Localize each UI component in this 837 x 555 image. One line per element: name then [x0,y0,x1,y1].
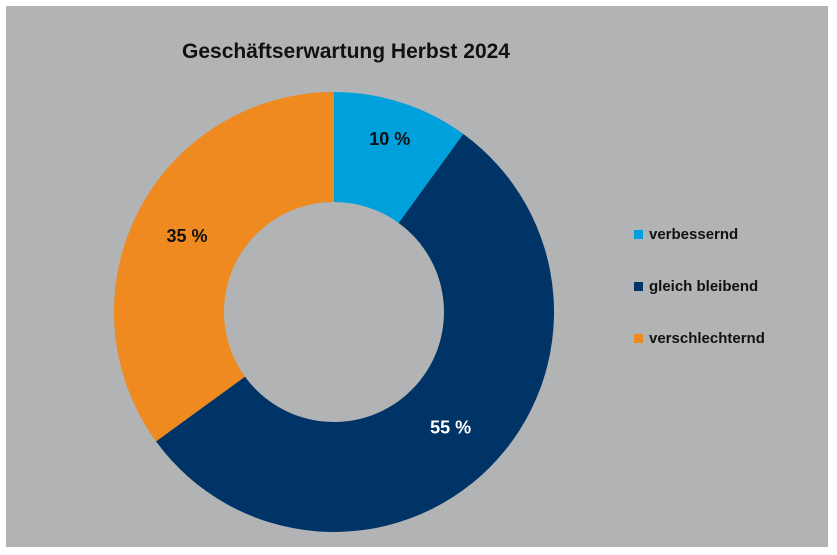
slice-gleich-bleibend [156,134,555,533]
donut-chart: 10 % 55 % 35 % [114,92,555,533]
legend-swatch [634,281,643,291]
slice-verschlechternd [114,92,334,442]
legend-swatch [634,229,643,239]
chart-area: Geschäftserwartung Herbst 2024 10 % 55 % 3… [6,6,828,547]
legend-item-verbessernd: verbessernd [634,224,765,244]
chart-title: Geschäftserwartung Herbst 2024 [182,40,510,63]
legend-swatch [634,333,643,343]
legend-label: verschlechternd [649,329,765,347]
legend-item-gleich-bleibend: gleich bleibend [634,276,765,296]
slice-verbessernd [334,92,464,224]
legend: verbessernd gleich bleibend verschlechte… [634,224,765,380]
legend-item-verschlechternd: verschlechternd [634,328,765,348]
legend-label: verbessernd [649,225,739,243]
data-label-gleich-bleibend: 55 % [430,417,471,437]
legend-label: gleich bleibend [649,277,759,295]
data-label-verbessernd: 10 % [369,129,410,149]
data-label-verschlechternd: 35 % [166,226,207,246]
